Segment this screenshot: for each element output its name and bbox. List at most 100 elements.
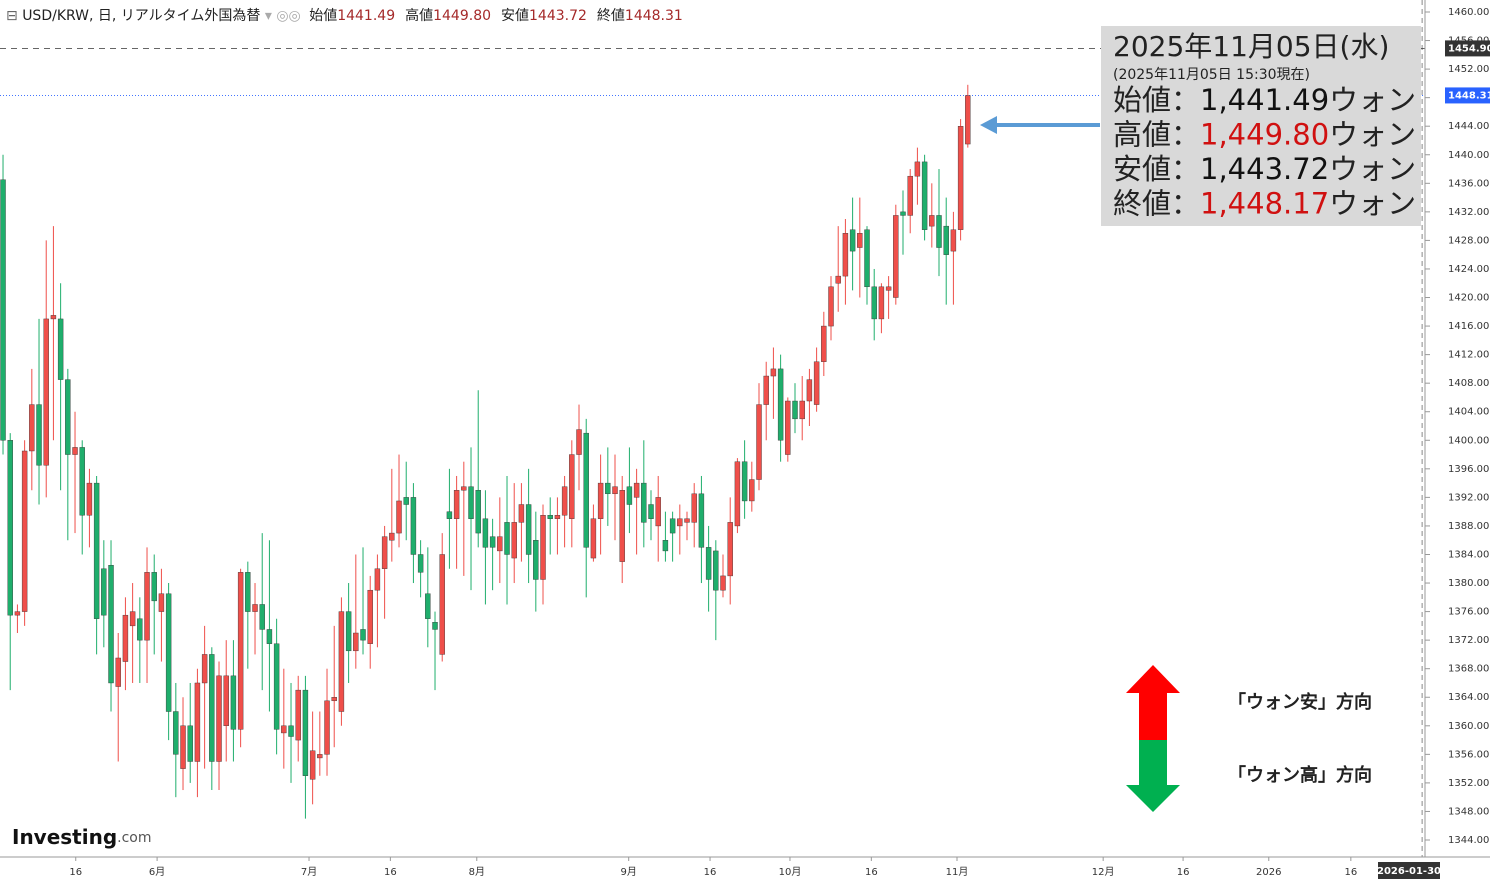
y-tick-label: 1344.00	[1448, 835, 1489, 846]
info-row-unit: ウォン	[1329, 152, 1416, 186]
candle-body	[583, 432, 589, 548]
candle-body	[302, 689, 309, 776]
info-box	[1101, 26, 1421, 226]
candle-body	[777, 368, 784, 441]
info-row: 安値：1,443.72ウォン	[1113, 152, 1416, 186]
candle-body	[187, 725, 193, 762]
x-tick-label: 16	[865, 867, 878, 878]
candle-body	[482, 518, 489, 548]
candle-body	[245, 572, 251, 612]
candle-body	[288, 725, 294, 737]
ohlc-value: 1448.31	[625, 8, 683, 24]
info-row-label: 始値：	[1113, 83, 1200, 117]
candle-body	[201, 654, 208, 684]
candle-body	[633, 482, 640, 498]
info-row-value: 1,448.17	[1200, 187, 1329, 221]
candle-body	[151, 572, 157, 602]
y-tick-label: 1368.00	[1448, 664, 1489, 675]
candle-body	[144, 572, 150, 641]
candle-body	[0, 179, 6, 441]
collapse-icon[interactable]: ⊟	[6, 8, 22, 24]
info-row-label: 終値：	[1113, 187, 1200, 221]
y-tick-label: 1392.00	[1448, 492, 1489, 503]
y-tick-label: 1444.00	[1448, 121, 1489, 132]
candle-body	[50, 315, 57, 320]
info-row-value: 1,449.80	[1200, 118, 1329, 152]
info-date: 2025年11月05日(水)	[1113, 30, 1389, 63]
candle-body	[806, 379, 813, 402]
candle-body	[734, 461, 741, 527]
direction-down-label: 「ウォン高」方向	[1228, 764, 1372, 786]
candle-body	[605, 482, 611, 495]
x-tick-label: 16	[704, 867, 717, 878]
candle-body	[14, 611, 21, 616]
y-tick-label: 1376.00	[1448, 607, 1489, 618]
candle-body	[309, 750, 316, 780]
candle-body	[626, 486, 633, 505]
y-tick-label: 1420.00	[1448, 293, 1489, 304]
y-tick-label: 1400.00	[1448, 435, 1489, 446]
down-arrow	[1126, 740, 1180, 812]
candle-body	[842, 233, 849, 277]
info-row-unit: ウォン	[1329, 83, 1416, 117]
candle-body	[281, 725, 287, 734]
menu-icon[interactable]: ▾ ◎◎	[260, 8, 305, 24]
candle-body	[569, 454, 575, 519]
y-tick-label: 1356.00	[1448, 749, 1489, 760]
y-tick-label: 1388.00	[1448, 521, 1489, 532]
candle-body	[705, 547, 712, 580]
candle-body	[907, 175, 913, 216]
x-tick-label: 16	[1344, 867, 1357, 878]
candle-body	[857, 233, 863, 248]
y-tick-label: 1404.00	[1448, 407, 1489, 418]
candle-body	[576, 429, 582, 455]
crosshair-label: 2026-01-30	[1377, 866, 1441, 877]
candle-body	[885, 286, 892, 291]
candle-body	[641, 482, 647, 523]
price-label-box	[1445, 87, 1490, 104]
candle-body	[684, 518, 690, 523]
candle-body	[65, 379, 71, 455]
candle-body	[122, 614, 129, 662]
price-label: 1448.31	[1448, 90, 1490, 101]
candle-body	[237, 572, 244, 730]
candle-body	[489, 536, 496, 548]
candle-body	[619, 490, 625, 562]
y-tick-label: 1380.00	[1448, 578, 1489, 589]
chart-header: ⊟ USD/KRW, 日, リアルタイム外国為替 ▾ ◎◎ 始値1441.49 高…	[6, 7, 683, 24]
candle-body	[950, 229, 957, 252]
candle-body	[669, 518, 676, 534]
y-tick-label: 1352.00	[1448, 778, 1489, 789]
y-tick-label: 1428.00	[1448, 235, 1489, 246]
x-tick-label: 8月	[469, 866, 485, 878]
candle-body	[698, 493, 705, 548]
candle-body	[763, 375, 769, 405]
candle-body	[612, 486, 618, 495]
candle-body	[914, 161, 921, 177]
candle-body	[965, 95, 971, 145]
candle-body	[677, 518, 683, 527]
candle-body	[835, 275, 841, 284]
y-tick-label: 1396.00	[1448, 464, 1489, 475]
candle-body	[662, 540, 669, 552]
candle-body	[749, 479, 755, 502]
x-tick-label: 7月	[301, 866, 317, 878]
x-tick-label: 10月	[779, 866, 802, 878]
candle-body	[331, 697, 337, 702]
candle-body	[223, 675, 229, 727]
candle-body	[396, 500, 402, 534]
candle-body	[158, 593, 165, 612]
candle-body	[540, 515, 546, 580]
candle-body	[86, 482, 93, 516]
candle-body	[252, 604, 258, 612]
y-tick-label: 1408.00	[1448, 378, 1489, 389]
candle-body	[180, 725, 186, 769]
candle-body	[259, 604, 265, 630]
candle-body	[475, 490, 481, 534]
y-tick-label: 1364.00	[1448, 692, 1489, 703]
candle-body	[79, 447, 85, 516]
candle-body	[374, 568, 381, 591]
candle-body	[597, 482, 604, 519]
candle-body	[43, 318, 49, 466]
candle-body	[101, 568, 107, 616]
